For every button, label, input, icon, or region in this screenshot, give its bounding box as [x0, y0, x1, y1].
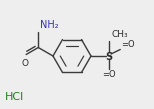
Text: =O: =O	[102, 70, 116, 79]
Text: =O: =O	[121, 39, 135, 49]
Text: NH₂: NH₂	[40, 20, 59, 30]
Text: O: O	[22, 59, 29, 67]
Text: CH₃: CH₃	[111, 30, 128, 39]
Text: S: S	[105, 52, 113, 62]
Text: HCl: HCl	[4, 92, 24, 102]
